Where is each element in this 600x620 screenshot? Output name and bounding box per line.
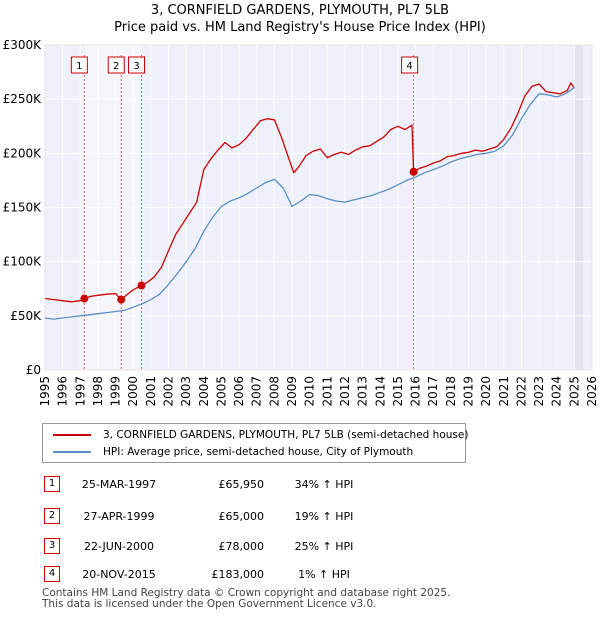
x-tick-label: 2023 [532,376,546,407]
transaction-hpi: 25% ↑ HPI [294,540,354,553]
transaction-number: 2 [44,508,60,524]
transaction-date: 22-JUN-2000 [83,540,155,553]
transaction-price: £78,000 [218,540,265,553]
transaction-price: £65,950 [218,478,265,491]
footer-line-1: Contains HM Land Registry data © Crown c… [42,587,451,599]
x-tick-label: 2025 [567,376,581,407]
plot-frame [44,44,593,371]
sale-marker-label: 2 [113,61,119,72]
transaction-hpi: 34% ↑ HPI [294,478,354,491]
x-tick-label: 2011 [320,376,334,407]
x-tick-label: 2013 [356,376,370,407]
x-tick-label: 2012 [338,376,352,407]
chart-subtitle: Price paid vs. HM Land Registry's House … [114,20,486,35]
x-tick-label: 1998 [91,376,105,407]
x-tick-label: 2014 [373,376,387,407]
sale-marker-label: 4 [406,61,412,72]
x-tick-label: 2008 [267,376,281,407]
x-tick-label: 1995 [38,376,52,407]
sale-marker-box [401,56,419,74]
sale-point [137,281,146,290]
x-tick-label: 2004 [197,376,211,407]
transaction-number: 1 [44,476,60,492]
sale-point [117,295,126,304]
y-tick-label: £0 [26,363,41,377]
x-tick-label: 2002 [162,376,176,407]
transaction-price: £65,000 [218,510,265,523]
x-tick-label: 2020 [479,376,493,407]
chart-title: 3, CORNFIELD GARDENS, PLYMOUTH, PL7 5LB [150,3,450,18]
transaction-hpi: 1% ↑ HPI [298,568,350,581]
x-tick-label: 2000 [126,376,140,407]
y-tick-label: £150K [3,201,43,215]
transaction-date: 25-MAR-1997 [81,478,157,491]
x-tick-label: 2017 [426,376,440,407]
x-tick-label: 2018 [444,376,458,407]
chart-legend: 3, CORNFIELD GARDENS, PLYMOUTH, PL7 5LB … [42,423,468,463]
x-tick-label: 2007 [250,376,264,407]
x-tick-label: 2026 [585,376,599,407]
footer-notice: Contains HM Land Registry data © Crown c… [42,588,450,610]
x-tick-label: 2019 [461,376,475,407]
footer-line-2: This data is licensed under the Open Gov… [42,598,377,610]
x-tick-label: 2016 [409,376,423,407]
x-tick-label: 1996 [56,376,70,407]
legend-swatch-hpi [53,451,91,453]
x-tick-label: 2005 [214,376,228,407]
sale-point [409,167,418,176]
transaction-price: £183,000 [211,568,265,581]
sale-marker-label: 3 [133,61,139,72]
legend-label-property: 3, CORNFIELD GARDENS, PLYMOUTH, PL7 5LB … [103,429,469,441]
x-tick-label: 2006 [232,376,246,407]
x-tick-label: 2015 [391,376,405,407]
hpi-line [44,86,575,320]
x-tick-label: 2001 [144,376,158,407]
sale-marker-box [70,56,88,74]
sale-marker-label: 1 [76,61,82,72]
x-tick-label: 2024 [550,376,564,407]
transaction-hpi: 19% ↑ HPI [294,510,354,523]
y-tick-label: £50K [10,309,42,323]
legend-swatch-property [53,434,91,436]
x-tick-label: 2021 [497,376,511,407]
sale-point [80,294,89,303]
x-tick-label: 2022 [514,376,528,407]
legend-item-hpi: HPI: Average price, semi-detached house,… [53,444,413,460]
transaction-date: 27-APR-1999 [83,510,155,523]
x-tick-label: 1999 [109,376,123,407]
y-tick-label: £100K [3,255,43,269]
x-tick-label: 2010 [303,376,317,407]
y-tick-label: £300K [3,38,43,52]
legend-item-property: 3, CORNFIELD GARDENS, PLYMOUTH, PL7 5LB … [53,427,468,443]
y-tick-label: £250K [3,92,43,106]
x-tick-label: 1997 [73,376,87,407]
y-tick-label: £200K [3,146,43,160]
x-tick-label: 2009 [285,376,299,407]
legend-label-hpi: HPI: Average price, semi-detached house,… [103,446,414,458]
sale-marker-box [128,56,146,74]
transaction-number: 3 [44,538,60,554]
transaction-date: 20-NOV-2015 [82,568,156,581]
chart-title-block: 3, CORNFIELD GARDENS, PLYMOUTH, PL7 5LB … [0,2,600,36]
sale-marker-box [107,56,125,74]
transaction-number: 4 [44,566,60,582]
x-tick-label: 2003 [179,376,193,407]
